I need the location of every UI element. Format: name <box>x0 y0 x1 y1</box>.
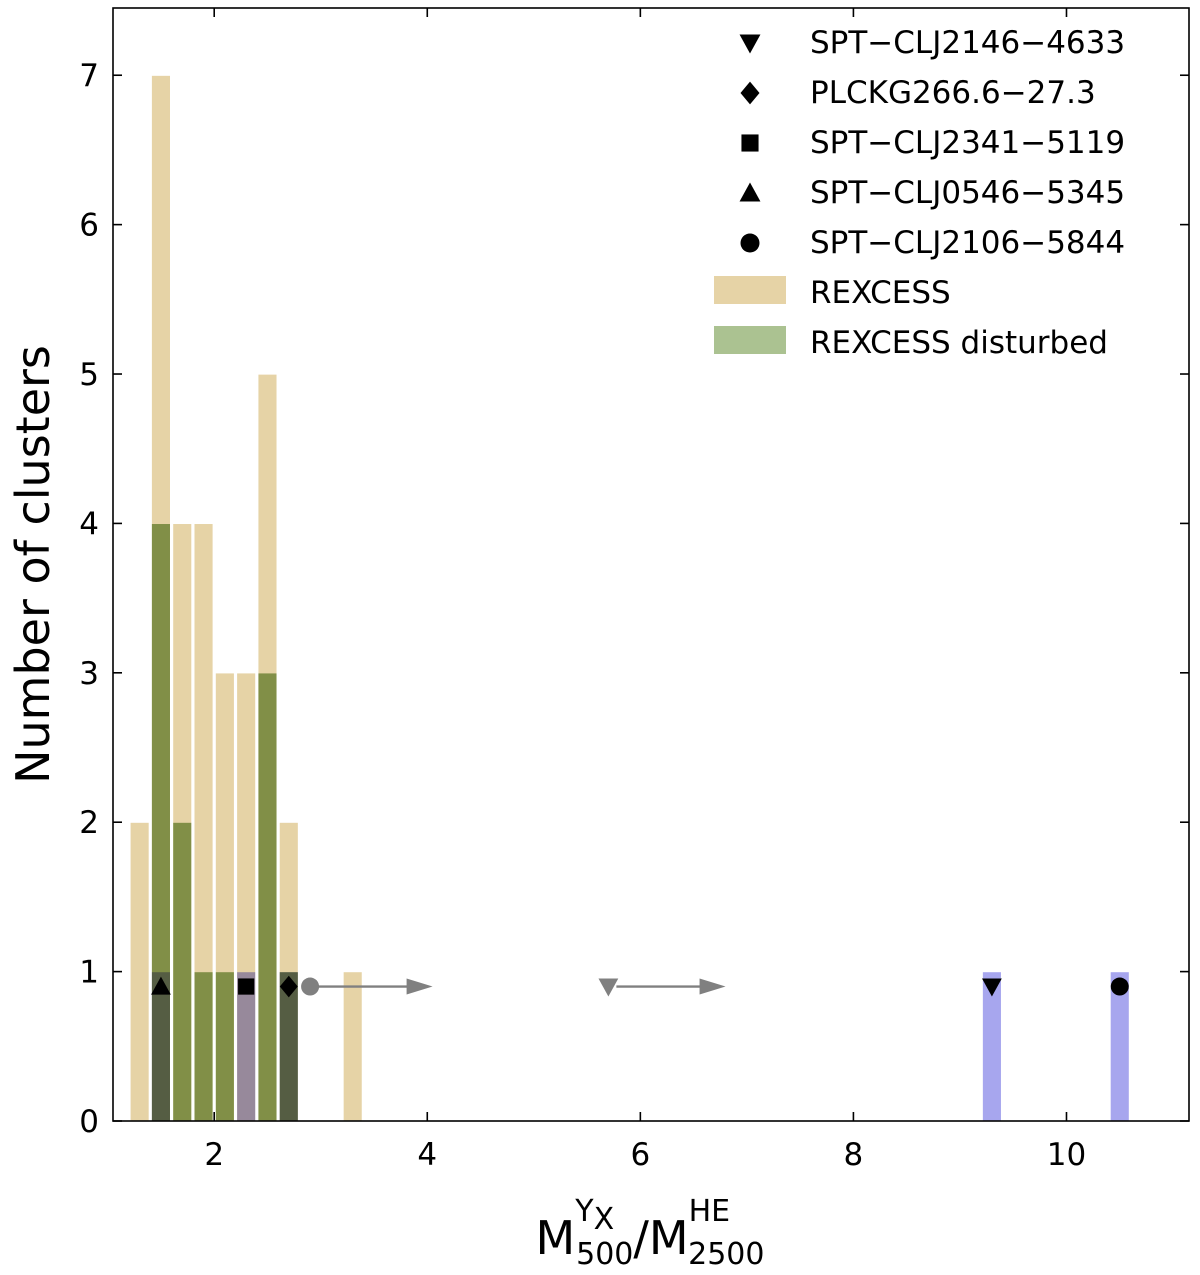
cluster-markers <box>151 975 1129 998</box>
x-tick-label: 8 <box>844 1137 864 1173</box>
y-tick-label: 2 <box>79 805 99 841</box>
lower-limit-arrow-head <box>406 978 433 995</box>
x-tick-label: 4 <box>417 1137 437 1173</box>
legend-label: REXCESS disturbed <box>810 325 1108 361</box>
xlabel-num-sup-sub: X <box>594 1202 615 1237</box>
series-2 <box>150 971 1131 1122</box>
bar <box>257 672 278 1122</box>
xlabel-den-sub: 2500 <box>688 1237 764 1271</box>
cluster-marker <box>1110 977 1129 996</box>
legend-label: PLCKG266.6−27.3 <box>810 75 1096 111</box>
legend-label: SPT−CLJ2146−4633 <box>810 25 1125 61</box>
legend-marker <box>740 233 760 253</box>
lower-limit-marker <box>598 978 619 997</box>
legend: SPT−CLJ2146−4633 PLCKG266.6−27.3 SPT−CLJ23… <box>714 25 1125 361</box>
histogram-bars <box>129 74 1131 1122</box>
legend-marker <box>739 34 761 54</box>
x-tick-label: 6 <box>630 1137 650 1173</box>
lower-limit-marker <box>301 977 320 996</box>
y-tick-label: 6 <box>79 208 99 244</box>
legend-marker <box>739 182 761 202</box>
legend-swatch <box>714 326 786 354</box>
bar <box>214 971 236 1122</box>
x-tick-label: 10 <box>1047 1137 1086 1173</box>
x-tick-label: 2 <box>204 1137 224 1173</box>
y-tick-label: 7 <box>79 58 99 94</box>
xlabel-num-sub: 500 <box>576 1237 633 1271</box>
lower-limit-markers <box>301 977 726 997</box>
y-tick-label: 1 <box>79 955 99 991</box>
bar <box>171 821 193 1122</box>
legend-label: SPT−CLJ2341−5119 <box>810 125 1125 161</box>
legend-marker <box>740 81 760 105</box>
xlabel-den-sup: HE <box>689 1194 731 1229</box>
bar <box>129 821 150 1122</box>
legend-marker <box>741 134 759 152</box>
plot-frame <box>112 7 1190 1122</box>
y-tick-label: 0 <box>79 1104 99 1140</box>
bar <box>193 971 214 1122</box>
xlabel-num-base: M <box>536 1211 576 1265</box>
lower-limit-arrow-head <box>699 978 726 995</box>
cluster-marker <box>151 976 171 995</box>
y-tick-label: 4 <box>79 506 99 542</box>
y-tick-label: 5 <box>79 357 99 393</box>
cluster-marker <box>279 975 298 998</box>
legend-label: REXCESS <box>810 275 951 311</box>
x-axis-label: MYX 500/MHE 2500 <box>536 1194 765 1271</box>
axis-ticks: 2 4 6 8 10 0 1 2 3 4 5 6 7 <box>79 8 1189 1173</box>
bar <box>342 971 363 1122</box>
y-axis-label: Number of clusters <box>6 345 60 784</box>
xlabel-num-sup: Y <box>574 1194 594 1229</box>
xlabel-den-base: M <box>649 1211 689 1265</box>
xlabel-separator: / <box>633 1211 649 1265</box>
cluster-marker <box>982 978 1002 997</box>
y-tick-label: 3 <box>79 656 99 692</box>
legend-swatch <box>714 276 786 304</box>
legend-label: SPT−CLJ2106−5844 <box>810 225 1125 261</box>
legend-label: SPT−CLJ0546−5345 <box>810 175 1125 211</box>
cluster-marker <box>238 978 255 995</box>
